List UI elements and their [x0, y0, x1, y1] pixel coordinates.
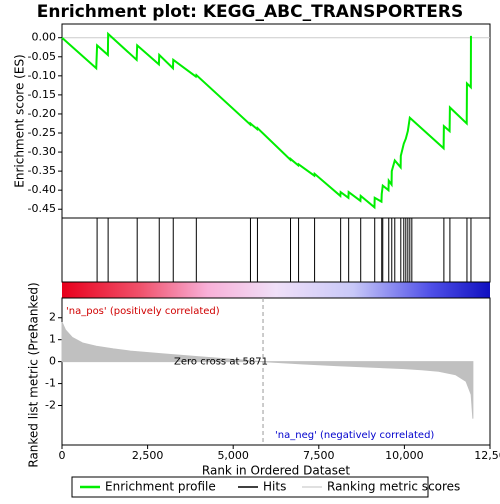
legend-label: Ranking metric scores: [327, 480, 460, 494]
x-axis-label: Rank in Ordered Dataset: [202, 464, 350, 478]
es-line: [61, 31, 472, 210]
chart-title: Enrichment plot: KEGG_ABC_TRANSPORTERS: [37, 2, 463, 22]
y-tick-label: -0.30: [28, 145, 56, 158]
y-tick-label: -1: [45, 377, 56, 390]
x-tick-label: 10,000: [385, 449, 424, 462]
x-tick-label: 12,50: [474, 449, 500, 462]
y-tick-label: -0.10: [28, 69, 56, 82]
zero-cross-label: Zero cross at 5871: [174, 357, 268, 368]
y-tick-label: -0.45: [28, 202, 56, 215]
plot-frame: [61, 217, 491, 283]
y-tick-label: -0.35: [28, 164, 56, 177]
x-tick-label: 0: [59, 449, 66, 462]
neg-label: 'na_neg' (negatively correlated): [275, 430, 434, 441]
y-tick-label: -2: [45, 399, 56, 412]
legend-label: Enrichment profile: [105, 480, 216, 494]
plot-frame: [61, 297, 491, 446]
x-tick-label: 2,500: [132, 449, 164, 462]
rank-color-band: [62, 282, 490, 298]
y-tick-label: -0.15: [28, 88, 56, 101]
x-tick-label: 5,000: [217, 449, 249, 462]
plot-frame: [61, 23, 491, 219]
y-tick-label: 2: [49, 311, 56, 324]
x-tick-label: 7,500: [303, 449, 335, 462]
y-axis-label: Enrichment score (ES): [13, 54, 27, 187]
y-tick-label: 1: [49, 333, 56, 346]
pos-label: 'na_pos' (positively correlated): [66, 306, 220, 317]
y-tick-label: -0.05: [28, 50, 56, 63]
legend-label: Hits: [263, 480, 286, 494]
metric-area: [61, 321, 474, 419]
y-axis-label: Ranked list metric (PreRanked): [27, 282, 41, 467]
y-tick-label: -0.20: [28, 107, 56, 120]
y-tick-label: -0.40: [28, 183, 56, 196]
y-tick-label: 0: [49, 355, 56, 368]
y-tick-label: -0.25: [28, 126, 56, 139]
y-tick-label: 0.00: [32, 31, 57, 44]
